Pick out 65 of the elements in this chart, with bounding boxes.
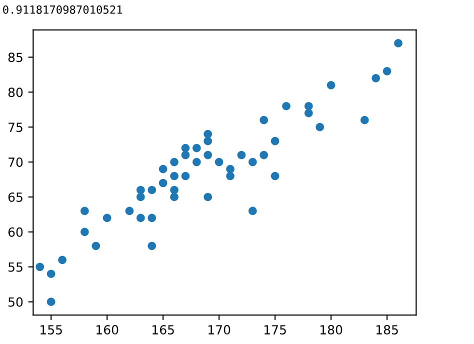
- point: [394, 39, 402, 48]
- point: [237, 150, 246, 160]
- point: [80, 228, 89, 236]
- point: [260, 116, 268, 124]
- point: [148, 186, 156, 194]
- point: [226, 172, 234, 180]
- point: [181, 144, 190, 152]
- y-tick-label: 65: [8, 192, 22, 202]
- point: [170, 158, 178, 166]
- x-tick-label: 165: [152, 325, 174, 334]
- y-tick-label: 50: [8, 297, 23, 307]
- point: [158, 178, 168, 188]
- x-tick-label: 160: [96, 325, 118, 334]
- point: [125, 206, 134, 216]
- x-tick-label: 185: [376, 325, 398, 334]
- point: [282, 102, 290, 110]
- point: [148, 214, 156, 222]
- point: [260, 150, 268, 160]
- point: [382, 67, 392, 76]
- x-tick-label: 170: [208, 325, 230, 334]
- point: [148, 242, 156, 250]
- point: [316, 122, 324, 132]
- y-tick-label: 85: [8, 52, 22, 62]
- point: [304, 108, 313, 118]
- point: [326, 80, 336, 90]
- y-tick-label: 55: [8, 262, 22, 272]
- point: [204, 136, 212, 146]
- x-tick-label: 155: [40, 325, 62, 334]
- point: [192, 144, 201, 152]
- x-tick-label: 175: [264, 325, 286, 334]
- point: [58, 256, 66, 264]
- point: [46, 298, 56, 306]
- point: [372, 74, 380, 82]
- point: [136, 186, 145, 194]
- point: [270, 172, 280, 180]
- point: [270, 136, 280, 146]
- chart-title: 0.9118170987010521: [3, 5, 122, 14]
- point: [181, 150, 190, 160]
- point: [226, 164, 234, 174]
- point: [158, 164, 168, 174]
- point: [170, 192, 178, 202]
- point: [360, 116, 369, 124]
- point: [181, 172, 190, 180]
- point: [204, 192, 212, 202]
- point: [36, 262, 44, 272]
- y-tick-label: 60: [8, 227, 23, 237]
- point: [248, 206, 257, 216]
- point: [136, 214, 145, 222]
- point: [214, 158, 224, 166]
- point: [204, 150, 212, 160]
- point: [80, 206, 89, 216]
- point: [170, 186, 178, 194]
- y-tick-label: 70: [8, 158, 23, 167]
- point: [102, 214, 112, 222]
- point: [170, 172, 178, 180]
- point: [92, 242, 100, 250]
- point: [192, 158, 201, 166]
- point: [304, 102, 313, 110]
- y-tick-label: 75: [8, 122, 22, 132]
- x-tick-label: 180: [320, 325, 342, 334]
- y-tick-label: 80: [8, 88, 23, 98]
- point: [204, 130, 212, 138]
- point: [136, 192, 145, 202]
- point: [46, 270, 56, 278]
- point: [248, 158, 257, 166]
